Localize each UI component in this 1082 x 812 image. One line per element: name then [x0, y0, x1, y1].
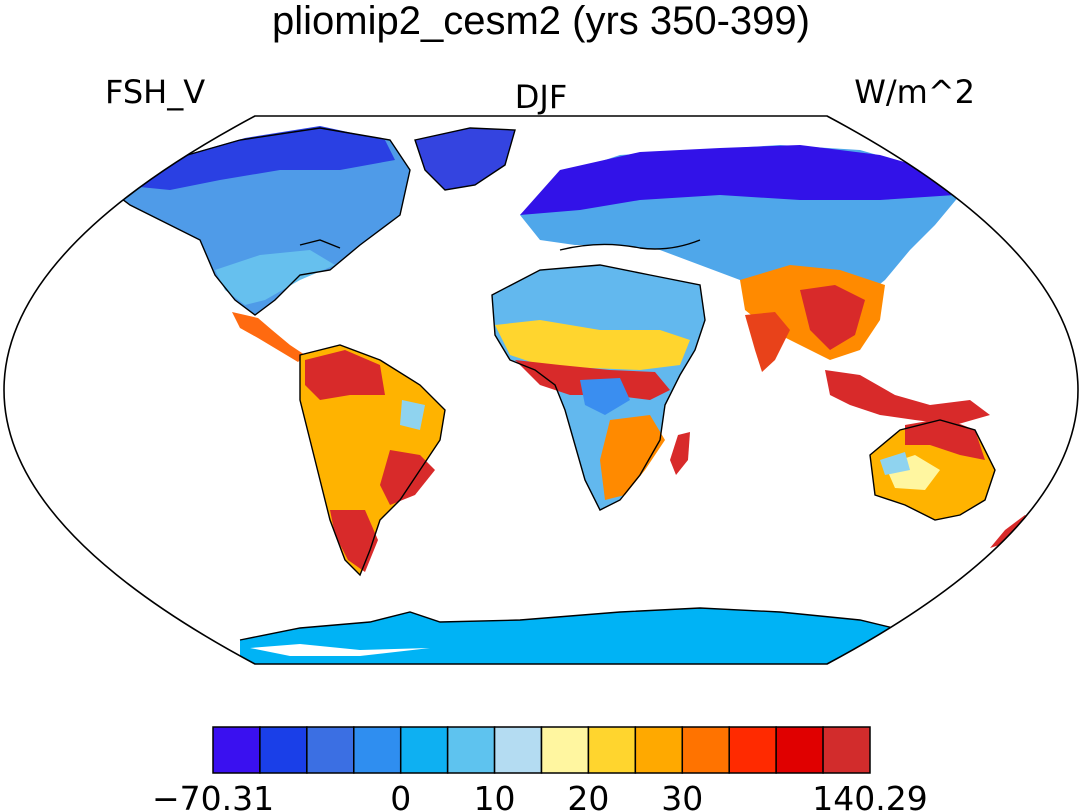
colorbar-swatch [493, 726, 543, 774]
map-border [3, 115, 1079, 665]
india-land [745, 312, 790, 372]
colorbar-tick-label: 30 [661, 779, 703, 812]
colorbar-swatch [306, 726, 355, 774]
eurasia-north-cold [520, 145, 955, 215]
colorbar-tick-label: 10 [474, 779, 516, 812]
colorbar-tick-label: 20 [567, 779, 609, 812]
colorbar-swatch [399, 726, 449, 774]
colorbar-swatch [681, 726, 730, 774]
colorbar-swatch [822, 726, 871, 774]
south-america-north-hot [305, 350, 385, 400]
colorbar-swatch [212, 726, 261, 774]
southern-africa-orange [600, 415, 665, 500]
australia-north-red [905, 418, 985, 460]
colorbar-swatch [353, 726, 402, 774]
colorbar [212, 726, 871, 774]
north-america-north-cold [120, 126, 395, 190]
colorbar-swatch [775, 726, 824, 774]
colorbar-tick-label: 0 [390, 779, 411, 812]
season-label: DJF [515, 78, 567, 116]
madagascar-land [670, 432, 690, 475]
colorbar-swatch [446, 726, 496, 774]
colorbar-swatch [728, 726, 777, 774]
southeast-asia-islands [825, 370, 990, 425]
variable-label: FSH_V [105, 73, 205, 111]
map-title: pliomip2_cesm2 (yrs 350-399) [272, 0, 810, 43]
sahel-yellow [495, 320, 690, 370]
colorbar-swatch [540, 726, 590, 774]
colorbar-tick-label: −70.31 [152, 779, 274, 812]
units-label: W/m^2 [854, 73, 975, 111]
congo-cool-patch [580, 378, 630, 415]
australia-west-cool [880, 452, 910, 475]
antarctica-ice-edge [250, 644, 430, 656]
north-america-mid [215, 250, 335, 305]
colorbar-tick-labels: −70.31 0 10 20 30 140.29 [152, 779, 928, 812]
south-america-south-hot [330, 510, 378, 572]
colorbar-swatch [259, 726, 308, 774]
central-america-land [232, 312, 305, 362]
colorbar-swatch [634, 726, 684, 774]
south-asia-red [800, 285, 865, 350]
world-map [4, 116, 1078, 664]
south-america-east-hot [380, 450, 435, 505]
south-america-cool-patch [400, 400, 425, 430]
coastlines [108, 127, 996, 641]
colorbar-swatch [587, 726, 637, 774]
colorbar-tick-label: 140.29 [812, 779, 927, 812]
